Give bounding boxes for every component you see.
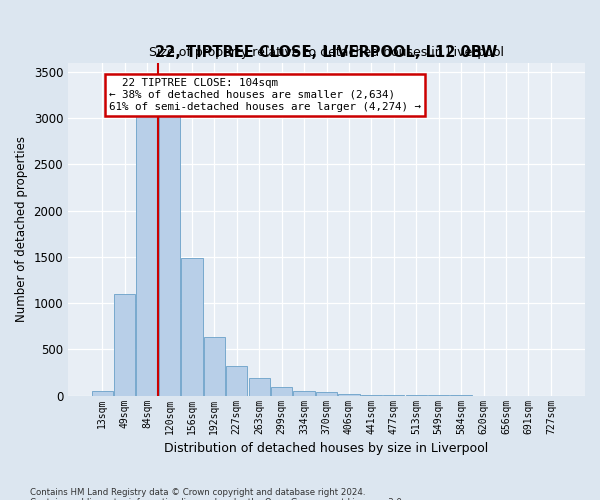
Bar xyxy=(293,390,315,396)
Bar xyxy=(226,366,247,396)
Bar xyxy=(248,378,270,396)
Text: Contains HM Land Registry data © Crown copyright and database right 2024.: Contains HM Land Registry data © Crown c… xyxy=(30,488,365,497)
Text: Size of property relative to detached houses in Liverpool: Size of property relative to detached ho… xyxy=(149,46,504,59)
Y-axis label: Number of detached properties: Number of detached properties xyxy=(15,136,28,322)
Bar xyxy=(383,395,404,396)
Bar xyxy=(92,390,113,396)
Bar xyxy=(204,337,225,396)
Bar xyxy=(181,258,203,396)
Bar xyxy=(159,80,180,396)
Bar xyxy=(361,394,382,396)
Bar xyxy=(338,394,359,396)
Bar xyxy=(136,78,158,396)
X-axis label: Distribution of detached houses by size in Liverpool: Distribution of detached houses by size … xyxy=(164,442,488,455)
Text: Contains public sector information licensed under the Open Government Licence v3: Contains public sector information licen… xyxy=(30,498,404,500)
Bar xyxy=(114,294,135,396)
Title: 22, TIPTREE CLOSE, LIVERPOOL, L12 0BW: 22, TIPTREE CLOSE, LIVERPOOL, L12 0BW xyxy=(155,45,497,60)
Bar xyxy=(316,392,337,396)
Bar xyxy=(271,387,292,396)
Text: 22 TIPTREE CLOSE: 104sqm
← 38% of detached houses are smaller (2,634)
61% of sem: 22 TIPTREE CLOSE: 104sqm ← 38% of detach… xyxy=(109,78,421,112)
